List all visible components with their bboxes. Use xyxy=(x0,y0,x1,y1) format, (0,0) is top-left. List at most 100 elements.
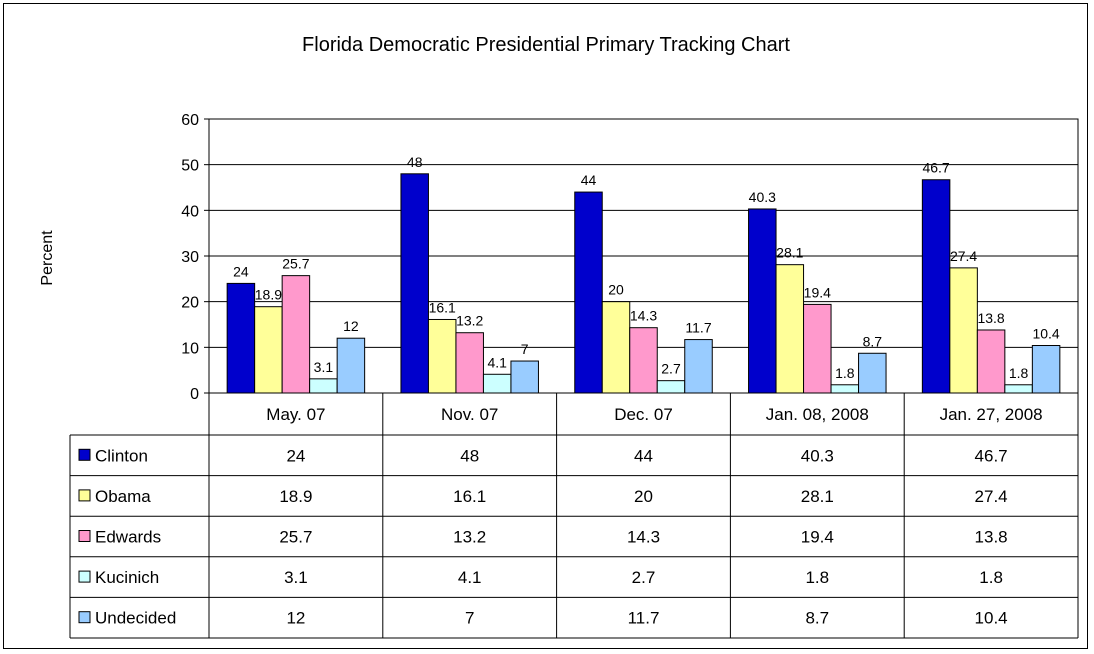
data-label: 19.4 xyxy=(804,284,831,300)
bar-kucinich xyxy=(1004,384,1033,394)
table-cell: 13.2 xyxy=(453,528,486,547)
bar-kucinich xyxy=(830,384,860,394)
legend-key-clinton xyxy=(78,448,91,461)
y-tick-label: 40 xyxy=(181,203,199,220)
y-tick-label: 20 xyxy=(181,295,199,312)
chart-frame: Florida Democratic Presidential Primary … xyxy=(3,3,1088,649)
table-cell: 46.7 xyxy=(975,446,1008,465)
y-axis-label: Percent xyxy=(39,230,56,286)
legend-key-kucinich xyxy=(78,570,91,583)
data-label: 1.8 xyxy=(1009,365,1029,381)
data-label: 24 xyxy=(233,263,249,279)
data-label: 40.3 xyxy=(749,189,776,205)
table-cell: 16.1 xyxy=(453,487,486,506)
table-cell: 13.8 xyxy=(975,528,1008,547)
table-cell: 7 xyxy=(465,609,474,628)
table-cell: 11.7 xyxy=(628,609,660,628)
data-label: 48 xyxy=(407,154,423,170)
bar-edwards xyxy=(455,332,484,394)
bar-obama xyxy=(949,267,978,394)
table-cell: 4.1 xyxy=(458,568,482,587)
data-label: 25.7 xyxy=(282,256,309,272)
data-label: 11.7 xyxy=(685,320,711,336)
y-tick-label: 0 xyxy=(190,386,199,403)
data-label: 20 xyxy=(608,282,624,298)
table-cell: 40.3 xyxy=(801,446,834,465)
table-cell: 18.9 xyxy=(279,487,312,506)
x-category-label: Nov. 07 xyxy=(441,405,498,424)
table-cell: 3.1 xyxy=(284,568,308,587)
data-label: 13.2 xyxy=(456,313,483,329)
bar-undecided xyxy=(336,337,366,394)
data-label: 14.3 xyxy=(630,308,657,324)
bar-undecided xyxy=(1031,345,1061,394)
y-tick-label: 50 xyxy=(181,158,199,175)
table-cell: 2.7 xyxy=(632,568,656,587)
y-tick-label: 60 xyxy=(181,112,199,129)
bar-clinton xyxy=(574,191,603,394)
table-cell: 28.1 xyxy=(801,487,834,506)
legend-label: Undecided xyxy=(95,609,176,628)
bar-clinton xyxy=(400,173,429,394)
data-label: 3.1 xyxy=(314,359,334,375)
data-label: 2.7 xyxy=(661,361,681,377)
bar-obama xyxy=(775,264,805,394)
legend-label: Kucinich xyxy=(95,568,159,587)
x-category-label: Dec. 07 xyxy=(614,405,673,424)
data-label: 4.1 xyxy=(487,354,507,370)
bar-obama xyxy=(601,301,631,394)
table-cell: 14.3 xyxy=(627,528,660,547)
data-label: 8.7 xyxy=(863,333,883,349)
table-cell: 19.4 xyxy=(801,528,834,547)
table-cell: 12 xyxy=(286,609,305,628)
table-cell: 27.4 xyxy=(975,487,1008,506)
bar-edwards xyxy=(281,275,311,394)
legend-label: Obama xyxy=(95,487,151,506)
table-cell: 1.8 xyxy=(805,568,829,587)
bar-undecided xyxy=(684,339,713,394)
chart-title: Florida Democratic Presidential Primary … xyxy=(302,34,790,56)
data-label: 28.1 xyxy=(776,245,803,261)
bar-edwards xyxy=(976,329,1006,394)
data-label: 12 xyxy=(343,318,359,334)
legend-key-undecided xyxy=(78,611,91,624)
table-cell: 48 xyxy=(460,446,479,465)
bar-clinton xyxy=(748,208,777,394)
data-label: 7 xyxy=(521,341,529,357)
bar-edwards xyxy=(629,327,658,394)
x-category-label: Jan. 08, 2008 xyxy=(766,405,869,424)
table-cell: 10.4 xyxy=(975,609,1008,628)
x-category-label: May. 07 xyxy=(266,405,325,424)
bar-undecided xyxy=(858,352,887,394)
bar-clinton xyxy=(921,179,951,394)
bar-kucinich xyxy=(482,373,512,394)
chart: Florida Democratic Presidential Primary … xyxy=(39,34,1079,639)
x-category-label: Jan. 27, 2008 xyxy=(940,405,1043,424)
data-label: 44 xyxy=(581,172,597,188)
bar-kucinich xyxy=(656,380,686,394)
table-cell: 1.8 xyxy=(979,568,1003,587)
y-tick-label: 10 xyxy=(181,340,199,357)
legend-key-edwards xyxy=(78,530,91,542)
data-label: 46.7 xyxy=(922,160,949,176)
bar-obama xyxy=(427,318,457,394)
bar-edwards xyxy=(803,303,832,394)
y-tick-label: 30 xyxy=(181,249,199,266)
table-cell: 44 xyxy=(634,446,653,465)
data-label: 1.8 xyxy=(835,365,855,381)
legend-key-obama xyxy=(78,489,91,502)
bar-clinton xyxy=(226,282,256,394)
table-cell: 25.7 xyxy=(279,528,312,547)
data-label: 27.4 xyxy=(950,248,977,264)
table-cell: 24 xyxy=(286,446,305,465)
data-label: 13.8 xyxy=(977,310,1004,326)
table-cell: 8.7 xyxy=(805,609,829,628)
table-cell: 20 xyxy=(634,487,653,506)
bar-kucinich xyxy=(309,378,338,394)
legend-label: Clinton xyxy=(95,446,148,465)
bar-undecided xyxy=(510,360,539,394)
bar-obama xyxy=(254,306,283,394)
data-label: 10.4 xyxy=(1032,326,1059,342)
data-label: 16.1 xyxy=(429,299,456,315)
legend-label: Edwards xyxy=(95,528,161,547)
